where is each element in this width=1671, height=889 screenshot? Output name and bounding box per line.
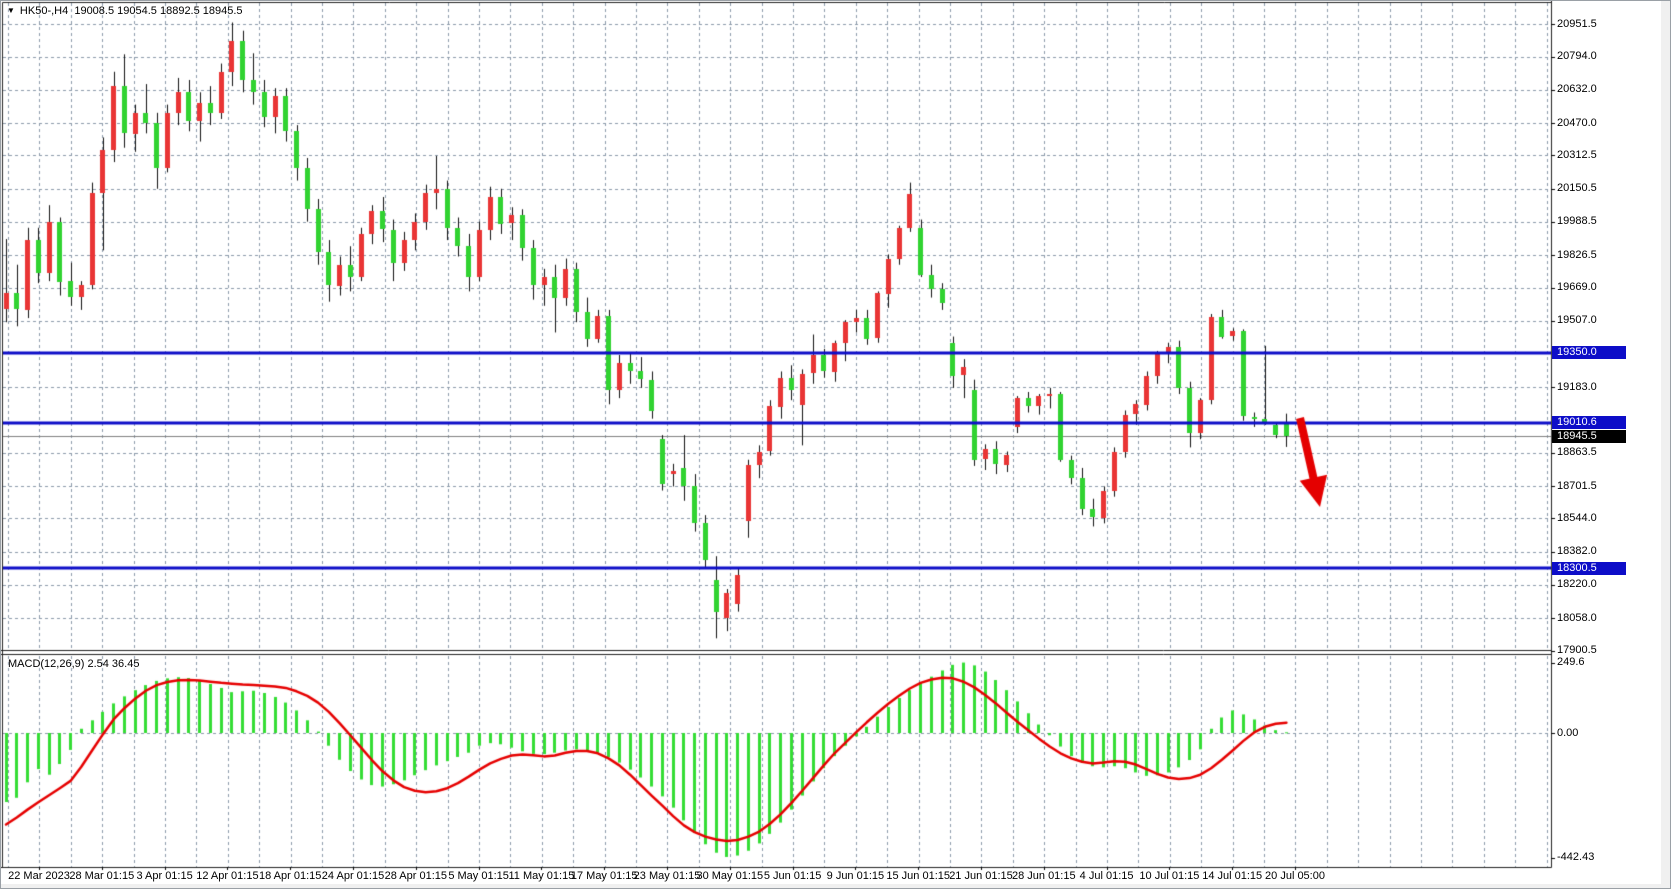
price-axis-label: 20312.5 xyxy=(1557,148,1597,161)
time-axis-label: 11 May 01:15 xyxy=(508,870,575,882)
price-axis-label: 18058.0 xyxy=(1557,611,1597,624)
price-axis-label: 19669.0 xyxy=(1557,281,1597,293)
level-price-label: 19350.0 xyxy=(1552,346,1626,360)
time-axis-label: 24 Apr 01:15 xyxy=(321,870,385,882)
chart-title: ▼ HK50-,H4 19008.5 19054.5 18892.5 18945.… xyxy=(7,5,243,17)
price-axis-label: 19988.5 xyxy=(1557,215,1597,228)
time-axis-label: 4 Jul 01:15 xyxy=(1079,870,1134,882)
price-axis-label: 19183.0 xyxy=(1557,380,1597,393)
price-axis-label: 18701.5 xyxy=(1557,479,1597,492)
time-axis-label: 10 Jul 01:15 xyxy=(1139,870,1200,882)
level-price-label: 19010.6 xyxy=(1552,416,1626,430)
time-axis-label: 28 Jun 01:15 xyxy=(1011,870,1076,882)
time-axis-label: 5 Jun 01:15 xyxy=(763,870,822,882)
window-right-edge xyxy=(1661,1,1670,888)
title-text: HK50-,H4 19008.5 19054.5 18892.5 18945.5 xyxy=(19,5,243,17)
macd-axis-label: 0.00 xyxy=(1557,726,1579,739)
time-axis-label: 18 Apr 01:15 xyxy=(258,870,322,882)
time-axis-label: 28 Mar 01:15 xyxy=(69,870,135,882)
price-axis-label: 20632.0 xyxy=(1557,83,1597,96)
macd-indicator-label: MACD(12,26,9) 2.54 36.45 xyxy=(8,658,140,670)
time-axis-label: 23 May 01:15 xyxy=(633,870,701,882)
price-axis-label: 18382.0 xyxy=(1557,545,1597,558)
level-price-label: 18300.5 xyxy=(1552,561,1626,575)
price-axis-label: 19507.0 xyxy=(1557,314,1597,327)
time-axis-label: 9 Jun 01:15 xyxy=(826,870,885,882)
price-axis-label: 20951.5 xyxy=(1557,17,1597,30)
price-axis-label: 18220.0 xyxy=(1557,578,1597,591)
price-axis-label: 19826.5 xyxy=(1557,248,1597,261)
price-axis-label: 20470.0 xyxy=(1557,116,1597,129)
price-axis-label: 17900.5 xyxy=(1557,644,1597,657)
current-price-label: 18945.5 xyxy=(1552,429,1626,443)
symbol-dropdown-icon[interactable]: ▼ xyxy=(7,6,15,15)
macd-axis-label: 249.6 xyxy=(1557,656,1585,669)
window-bottom-edge xyxy=(1,884,1670,888)
time-axis-label: 21 Jun 01:15 xyxy=(949,870,1013,882)
time-axis-label: 28 Apr 01:15 xyxy=(384,870,447,882)
time-axis-label: 12 Apr 01:15 xyxy=(196,870,259,882)
time-axis-label: 5 May 01:15 xyxy=(448,870,509,882)
price-axis-label: 18544.0 xyxy=(1557,511,1597,524)
price-axis-label: 20150.5 xyxy=(1557,182,1597,195)
time-axis-label: 14 Jul 01:15 xyxy=(1202,870,1263,882)
macd-axis-label: -442.43 xyxy=(1557,851,1595,864)
time-axis-label: 20 Jul 05:00 xyxy=(1265,870,1325,882)
price-axis-label: 18863.5 xyxy=(1557,446,1597,459)
price-axis-label: 20794.0 xyxy=(1557,50,1597,63)
time-axis-label: 30 May 01:15 xyxy=(696,870,764,882)
time-axis-label: 3 Apr 01:15 xyxy=(136,870,193,882)
time-axis-label: 17 May 01:15 xyxy=(570,870,638,882)
time-axis-label: 15 Jun 01:15 xyxy=(886,870,950,882)
time-axis-label: 22 Mar 2023 xyxy=(8,870,70,882)
